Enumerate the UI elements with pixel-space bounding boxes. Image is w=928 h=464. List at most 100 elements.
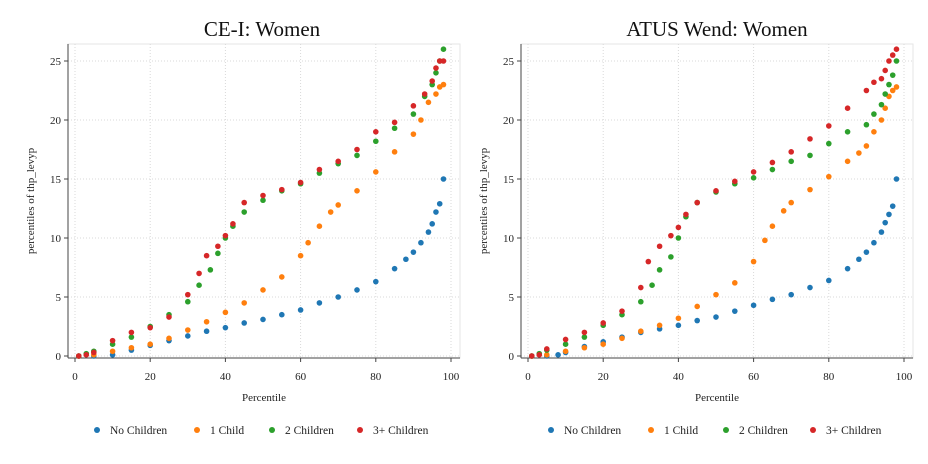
data-point [297,252,304,259]
data-point [750,258,757,265]
legend: No Children 1 Child 2 Children 3+ Children [548,425,882,437]
data-point [769,223,776,229]
data-point [638,284,644,291]
y-tick-label: 5 [509,292,515,304]
data-point [215,250,221,257]
data-point [878,229,885,235]
legend-label: 2 Children [285,425,334,437]
data-point [185,291,191,298]
data-point [433,65,439,71]
data-point [807,186,813,193]
y-tick-label: 5 [56,292,62,304]
data-point [260,192,266,199]
data-point [668,232,674,239]
legend-label: 3+ Children [826,425,882,437]
data-point [889,87,896,94]
data-point [889,72,896,78]
legend-marker [94,427,100,433]
data-point [713,291,719,298]
data-point [656,243,663,250]
data-point [886,81,892,88]
chart-title: ATUS Wend: Women [626,17,808,41]
legend-label: 1 Child [210,425,244,437]
legend-label: 2 Children [739,425,788,437]
x-tick-label: 20 [598,371,610,383]
data-point [581,334,588,340]
data-point [230,221,236,227]
data-point [403,256,409,263]
data-point [354,287,360,293]
data-point [893,84,900,90]
data-point [433,209,439,215]
data-point [871,111,877,117]
data-point [335,158,342,165]
data-point [889,203,896,209]
data-point [826,123,832,129]
data-point [863,87,870,94]
data-point [241,300,247,306]
data-point [732,280,738,286]
data-point [373,138,379,145]
data-point [316,223,323,229]
data-point [260,316,266,323]
data-point [893,58,900,64]
x-axis-title: Percentile [242,392,286,404]
data-point [222,309,229,316]
data-point [410,131,417,137]
data-point [807,152,813,159]
data-point [863,249,870,255]
data-point [544,352,550,358]
data-point [893,46,900,52]
data-point [826,173,832,180]
data-point [297,179,304,186]
data-point [826,140,832,147]
data-point [788,199,794,206]
data-point [83,352,90,358]
series-1 [528,84,900,359]
y-tick-label: 10 [503,233,515,245]
data-point [440,46,447,52]
legend-marker [269,427,275,433]
chart-title: CE-I: Women [204,17,321,41]
chart-right: ATUS Wend: Women 0 20 40 60 80 100 0 5 10 15 20 25 Pe… [478,17,914,437]
data-point [327,209,334,215]
data-point [391,119,398,126]
data-point [649,282,655,289]
legend-label: No Children [110,425,167,437]
series-3 [75,58,447,359]
data-point [279,274,285,280]
data-point [600,320,606,326]
legend: No Children 1 Child 2 Children 3+ Children [94,425,429,437]
data-point [440,176,447,182]
data-point [185,333,191,339]
data-point [185,327,191,333]
data-point [619,335,625,342]
data-point [732,308,738,314]
y-tick-label: 0 [56,351,62,363]
data-point [425,99,432,106]
data-point [354,152,360,159]
data-point [166,335,172,342]
x-tick-label: 100 [896,371,913,383]
series-3 [528,46,900,359]
y-tick-label: 20 [50,115,62,127]
data-point [878,75,885,82]
data-point [889,52,896,58]
data-point [196,270,202,277]
data-point [185,298,191,305]
data-point [440,58,447,64]
data-point [203,328,210,335]
data-point [886,211,892,218]
data-point [826,277,832,284]
data-point [732,178,738,185]
data-point [391,149,398,155]
data-point [683,211,689,218]
data-point [788,158,794,165]
plot-area [520,43,914,359]
data-point [429,78,436,84]
legend-marker [810,427,816,433]
data-point [391,265,398,272]
y-tick-label: 20 [503,115,515,127]
data-point [373,129,379,135]
legend-marker [357,427,363,433]
